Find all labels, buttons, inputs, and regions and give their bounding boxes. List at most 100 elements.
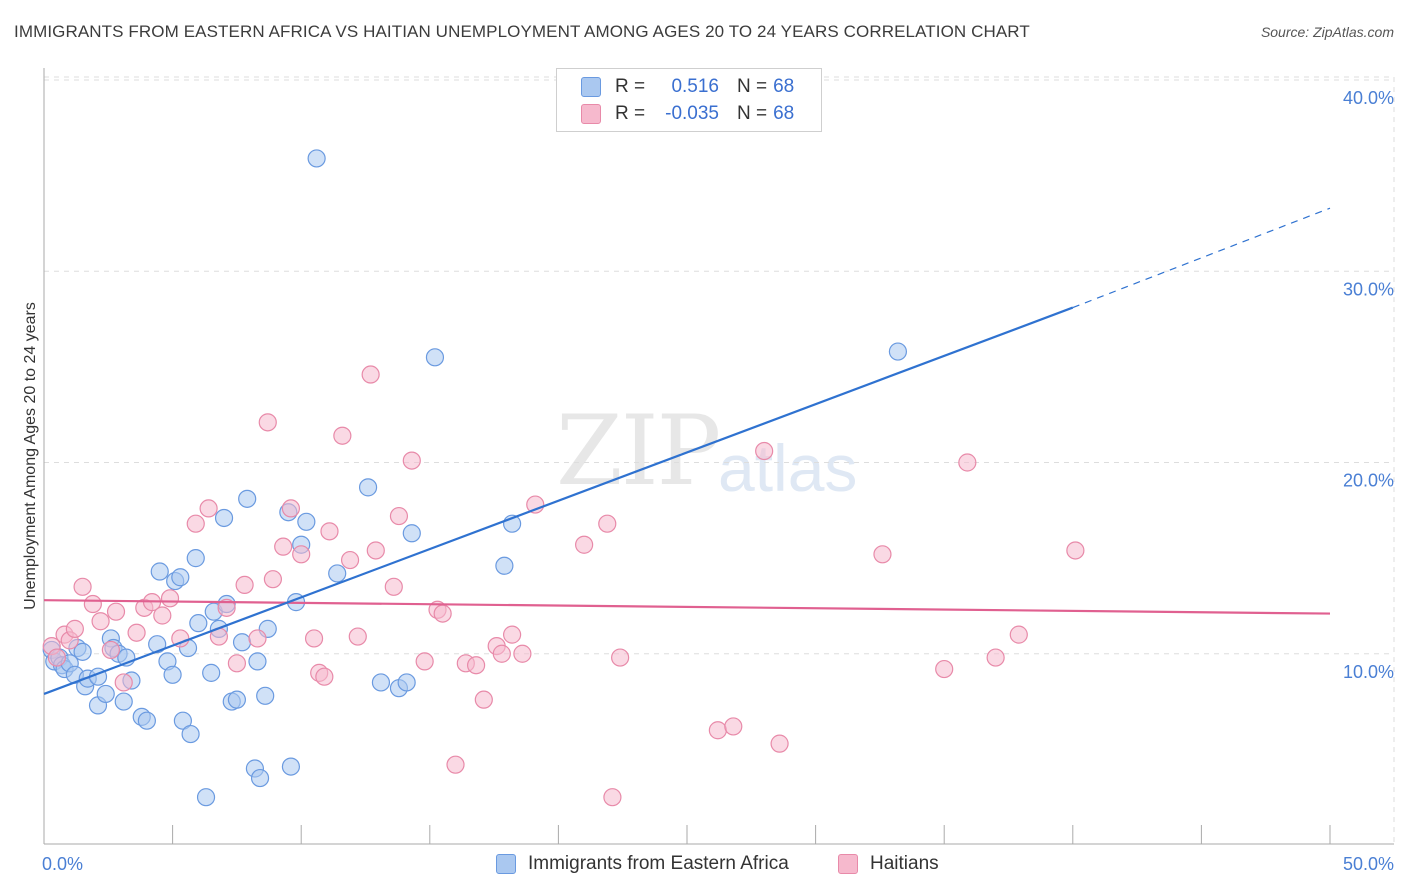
- point-eastern-africa: [360, 479, 377, 496]
- bottom-legend-label: Haitians: [870, 853, 939, 875]
- point-eastern-africa: [228, 691, 245, 708]
- point-haitians: [84, 596, 101, 613]
- legend-r-label: R =: [615, 103, 643, 125]
- point-haitians: [66, 620, 83, 637]
- point-haitians: [342, 552, 359, 569]
- point-haitians: [306, 630, 323, 647]
- point-haitians: [115, 674, 132, 691]
- correlation-legend: R = 0.516 N = 68 R = -0.035 N = 68: [556, 68, 822, 132]
- point-haitians: [936, 661, 953, 678]
- point-haitians: [725, 718, 742, 735]
- point-haitians: [576, 536, 593, 553]
- y-tick-label: 40.0%: [1343, 88, 1394, 108]
- legend-row-eastern-africa: R = 0.516 N = 68: [581, 76, 794, 98]
- trend-line-eastern-africa-extrapolated: [1073, 208, 1330, 307]
- point-eastern-africa: [298, 513, 315, 530]
- legend-r-value: 0.516: [649, 76, 719, 98]
- point-haitians: [264, 571, 281, 588]
- point-eastern-africa: [372, 674, 389, 691]
- point-haitians: [987, 649, 1004, 666]
- point-haitians: [367, 542, 384, 559]
- point-eastern-africa: [398, 674, 415, 691]
- point-haitians: [249, 630, 266, 647]
- point-haitians: [74, 578, 91, 595]
- bottom-legend-eastern-africa[interactable]: Immigrants from Eastern Africa: [496, 852, 789, 876]
- point-haitians: [709, 722, 726, 739]
- point-haitians: [1067, 542, 1084, 559]
- point-haitians: [599, 515, 616, 532]
- point-eastern-africa: [97, 685, 114, 702]
- point-haitians: [362, 366, 379, 383]
- legend-n-label: N =: [737, 103, 767, 125]
- point-haitians: [316, 668, 333, 685]
- point-haitians: [275, 538, 292, 555]
- point-haitians: [514, 645, 531, 662]
- point-eastern-africa: [257, 687, 274, 704]
- point-haitians: [282, 500, 299, 517]
- point-eastern-africa: [889, 343, 906, 360]
- y-tick-label: 30.0%: [1343, 279, 1394, 299]
- point-haitians: [403, 452, 420, 469]
- point-haitians: [48, 649, 65, 666]
- point-haitians: [493, 645, 510, 662]
- point-haitians: [612, 649, 629, 666]
- point-eastern-africa: [282, 758, 299, 775]
- point-eastern-africa: [308, 150, 325, 167]
- y-axis-label: Unemployment Among Ages 20 to 24 years: [22, 302, 39, 610]
- bottom-legend-swatch-pink: [838, 854, 858, 874]
- point-eastern-africa: [151, 563, 168, 580]
- point-haitians: [604, 789, 621, 806]
- point-haitians: [200, 500, 217, 517]
- point-haitians: [771, 735, 788, 752]
- point-haitians: [1010, 626, 1027, 643]
- point-eastern-africa: [249, 653, 266, 670]
- point-haitians: [385, 578, 402, 595]
- legend-swatch-pink: [581, 104, 601, 124]
- point-haitians: [293, 546, 310, 563]
- point-eastern-africa: [234, 634, 251, 651]
- trend-lines: [44, 208, 1330, 694]
- point-eastern-africa: [164, 666, 181, 683]
- point-haitians: [475, 691, 492, 708]
- legend-row-haitians: R = -0.035 N = 68: [581, 103, 794, 125]
- x-tick-label: 50.0%: [1343, 854, 1394, 874]
- point-haitians: [390, 508, 407, 525]
- point-eastern-africa: [403, 525, 420, 542]
- series-eastern-africa-points: [43, 150, 906, 806]
- point-eastern-africa: [172, 569, 189, 586]
- point-haitians: [874, 546, 891, 563]
- point-eastern-africa: [329, 565, 346, 582]
- point-haitians: [259, 414, 276, 431]
- point-haitians: [228, 655, 245, 672]
- y-tick-label: 10.0%: [1343, 662, 1394, 682]
- point-haitians: [128, 624, 145, 641]
- point-haitians: [447, 756, 464, 773]
- legend-r-value: -0.035: [649, 103, 719, 125]
- point-eastern-africa: [187, 550, 204, 567]
- point-haitians: [321, 523, 338, 540]
- point-haitians: [756, 443, 773, 460]
- point-eastern-africa: [426, 349, 443, 366]
- point-haitians: [154, 607, 171, 624]
- legend-n-label: N =: [737, 76, 767, 98]
- point-eastern-africa: [115, 693, 132, 710]
- point-eastern-africa: [203, 664, 220, 681]
- point-haitians: [349, 628, 366, 645]
- point-haitians: [108, 603, 125, 620]
- trend-line-haitians: [44, 600, 1330, 613]
- point-haitians: [92, 613, 109, 630]
- point-eastern-africa: [198, 789, 215, 806]
- tick-labels: 10.0% 20.0% 30.0% 40.0% 0.0% 50.0%: [42, 88, 1394, 874]
- point-haitians: [416, 653, 433, 670]
- point-eastern-africa: [496, 557, 513, 574]
- legend-n-value: 68: [773, 103, 794, 125]
- point-eastern-africa: [138, 712, 155, 729]
- bottom-legend-haitians[interactable]: Haitians: [838, 852, 939, 876]
- point-haitians: [162, 590, 179, 607]
- trend-line-eastern-africa: [44, 308, 1073, 694]
- legend-r-label: R =: [615, 76, 643, 98]
- legend-n-value: 68: [773, 76, 794, 98]
- bottom-legend-label: Immigrants from Eastern Africa: [528, 853, 789, 875]
- point-eastern-africa: [216, 509, 233, 526]
- point-haitians: [959, 454, 976, 471]
